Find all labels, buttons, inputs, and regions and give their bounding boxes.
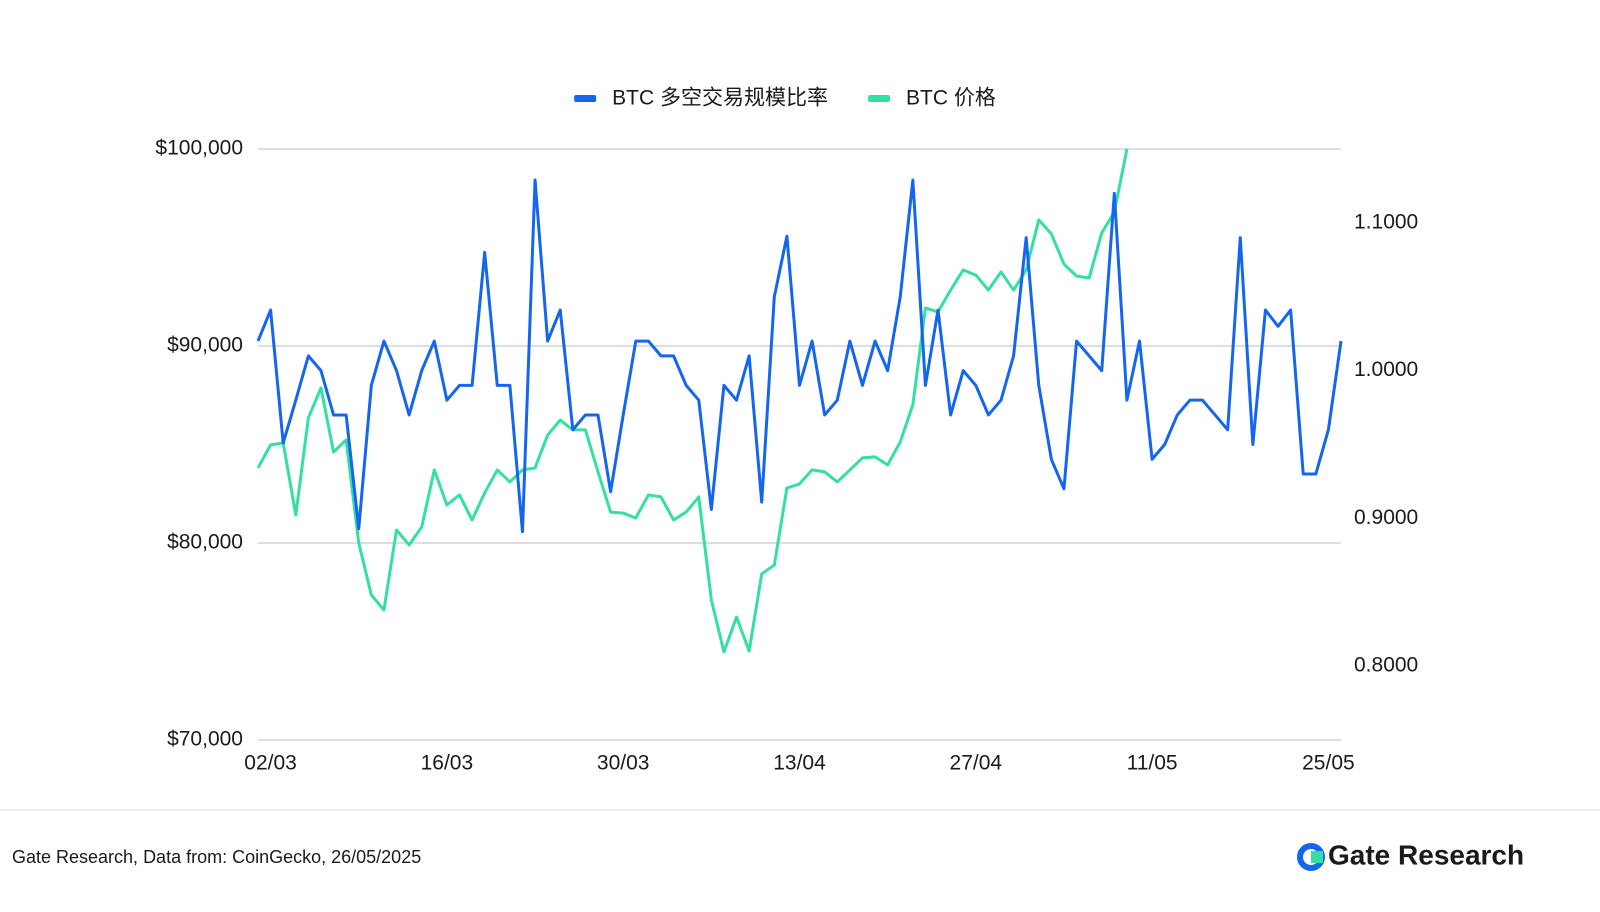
- source-note: Gate Research, Data from: CoinGecko, 26/…: [12, 847, 421, 867]
- y2-tick-label: 1.0000: [1354, 358, 1418, 381]
- x-tick-label: 13/04: [773, 752, 826, 775]
- logo-square: [1311, 851, 1323, 863]
- y-tick-label: $90,000: [167, 334, 243, 357]
- x-tick-label: 11/05: [1127, 752, 1178, 775]
- y-tick-label: $80,000: [167, 531, 243, 554]
- brand-logo: Gate Research: [1297, 839, 1524, 871]
- legend-label: BTC 价格: [906, 87, 996, 110]
- brand-name: Gate Research: [1328, 839, 1524, 870]
- y2-tick-label: 1.1000: [1354, 210, 1418, 233]
- y-tick-label: $70,000: [167, 728, 243, 751]
- legend-swatch: [868, 95, 890, 102]
- series-line: [256, 178, 1343, 534]
- legend-swatch: [574, 95, 597, 102]
- x-tick-label: 25/05: [1302, 752, 1355, 775]
- series-line: [256, 148, 1129, 654]
- y-tick-label: $100,000: [155, 137, 243, 160]
- x-tick-label: 02/03: [244, 752, 297, 775]
- x-tick-label: 27/04: [950, 752, 1003, 775]
- x-tick-label: 30/03: [597, 752, 650, 775]
- legend: BTC 多空交易规模比率 BTC 价格: [574, 87, 996, 110]
- x-tick-label: 16/03: [421, 752, 474, 775]
- y2-tick-label: 0.9000: [1354, 506, 1418, 529]
- legend-label: BTC 多空交易规模比率: [612, 87, 828, 110]
- y2-tick-label: 0.8000: [1354, 654, 1418, 677]
